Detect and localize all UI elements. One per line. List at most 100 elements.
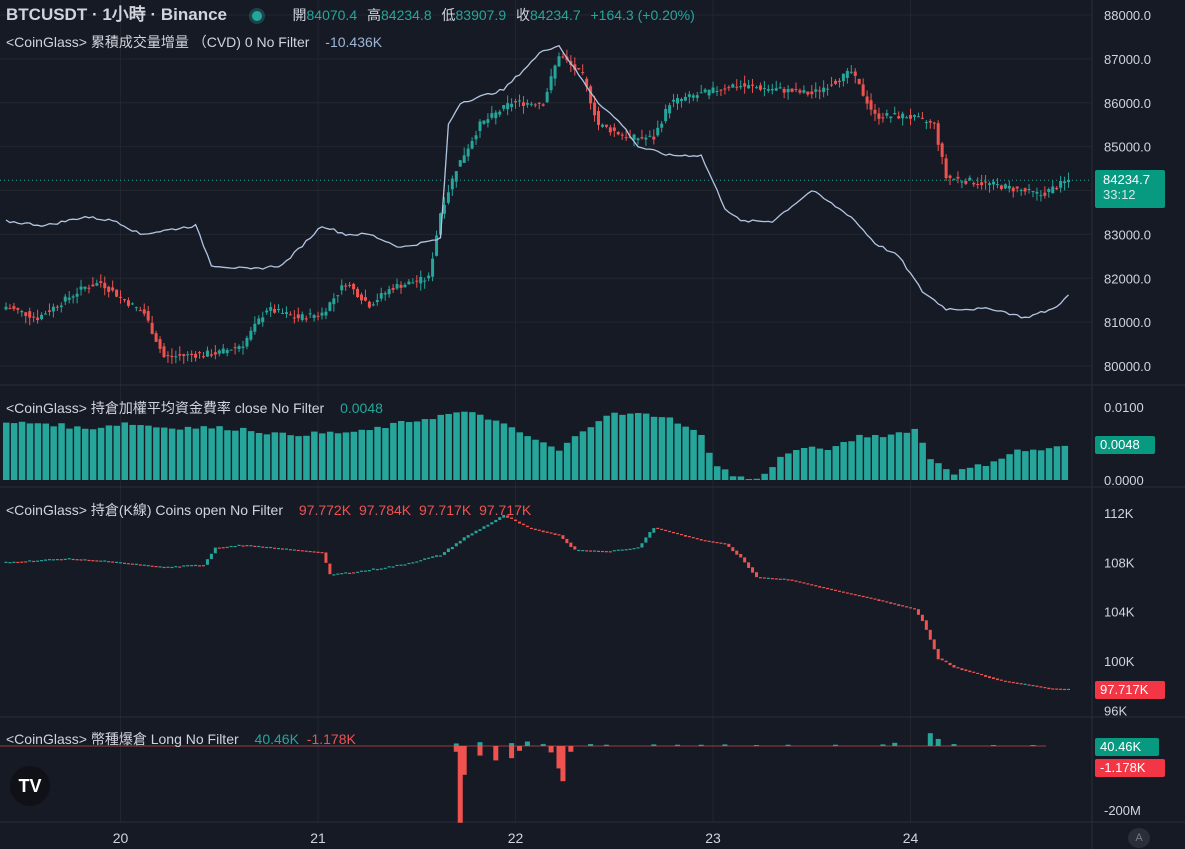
oi-candle-body xyxy=(794,580,798,582)
funding-bar xyxy=(587,427,595,480)
funding-bar xyxy=(303,435,310,480)
oi-candle-body xyxy=(158,566,162,568)
funding-legend[interactable]: <CoinGlass> 持倉加權平均資金費率 close No Filter 0… xyxy=(6,398,387,418)
funding-bar xyxy=(627,413,634,480)
funding-legend-name: <CoinGlass> 持倉加權平均資金費率 close No Filter xyxy=(6,400,325,416)
oi-candle-body xyxy=(12,561,16,563)
price-candle-body xyxy=(1031,191,1035,193)
funding-bar xyxy=(777,456,784,480)
oi-candle-body xyxy=(668,530,672,533)
funding-bar xyxy=(635,413,642,480)
oi-candle-body xyxy=(569,542,573,548)
price-candle-body xyxy=(510,103,514,108)
oi-candle-body xyxy=(798,581,802,583)
price-candle-body xyxy=(652,136,656,140)
oi-candle-body xyxy=(593,550,597,552)
price-candle-body xyxy=(857,78,861,85)
funding-bar xyxy=(168,428,176,480)
price-candle-body xyxy=(928,121,932,123)
oi-candle-body xyxy=(652,528,656,533)
auto-scale-button[interactable]: A xyxy=(1128,828,1150,848)
price-candle-body xyxy=(458,160,462,167)
price-candle-body xyxy=(221,348,225,354)
oi-axis-tick-label: 104K xyxy=(1104,605,1135,620)
price-candle-body xyxy=(660,123,664,128)
price-candle-body xyxy=(67,297,71,300)
oi-candle-body xyxy=(711,541,715,543)
price-axis-tick-label: 85000.0 xyxy=(1104,140,1151,155)
funding-bar xyxy=(137,425,144,480)
funding-bar xyxy=(326,431,334,480)
funding-bar xyxy=(484,419,492,480)
high-label: 高 xyxy=(367,7,381,23)
price-candle-body xyxy=(924,122,928,124)
funding-bar xyxy=(232,430,239,480)
price-candle-body xyxy=(514,101,518,103)
price-candle-body xyxy=(849,71,853,73)
oi-candle-body xyxy=(328,563,332,575)
funding-bar xyxy=(58,423,65,480)
price-candle-body xyxy=(166,355,170,357)
price-candle-body xyxy=(59,305,63,308)
funding-bar xyxy=(492,420,500,480)
oi-candle-body xyxy=(63,558,67,560)
price-candle-body xyxy=(1023,188,1027,192)
x-axis-tick-label: 22 xyxy=(508,830,524,846)
price-candle-body xyxy=(901,113,905,119)
oi-candle-body xyxy=(494,519,498,523)
oi-candle-body xyxy=(423,558,427,560)
price-candle-body xyxy=(853,71,857,76)
price-axis-tick-label: 87000.0 xyxy=(1104,52,1151,67)
price-candle-body xyxy=(55,306,59,308)
grid-lines xyxy=(0,0,1092,822)
oi-candle-body xyxy=(20,561,24,563)
oi-candle-body xyxy=(885,601,889,603)
oi-candle-body xyxy=(924,620,928,630)
oi-candle-body xyxy=(755,572,758,578)
oi-candle-body xyxy=(245,545,249,547)
oi-legend[interactable]: <CoinGlass> 持倉(K線) Coins open No Filter … xyxy=(6,500,535,520)
price-candle-body xyxy=(399,284,403,288)
funding-bar xyxy=(571,436,579,480)
oi-candle-body xyxy=(1031,685,1035,687)
oi-candle-body xyxy=(119,562,123,564)
funding-bar xyxy=(319,433,326,480)
oi-candle-body xyxy=(1063,688,1067,691)
liq-short-bar xyxy=(493,746,499,761)
oi-candle-body xyxy=(893,603,897,605)
funding-bar xyxy=(247,431,255,480)
oi-candle-body xyxy=(920,614,924,622)
liq-legend[interactable]: <CoinGlass> 幣種爆倉 Long No Filter 40.46K -… xyxy=(6,729,360,749)
symbol-title[interactable]: BTCUSDT · 1小時 · Binance xyxy=(6,5,228,24)
price-candle-body xyxy=(174,356,178,358)
price-candle-body xyxy=(142,309,146,314)
oi-candle-body xyxy=(24,561,28,563)
funding-bar xyxy=(911,428,918,480)
price-candle-body xyxy=(336,295,340,297)
price-candle-body xyxy=(490,113,494,118)
funding-bar xyxy=(358,429,365,480)
funding-bar xyxy=(3,422,10,480)
price-candle-body xyxy=(992,181,995,185)
oi-candle-body xyxy=(99,560,103,562)
oi-candle-body xyxy=(664,529,668,532)
oi-candle-body xyxy=(999,679,1003,681)
funding-bar xyxy=(208,428,215,480)
oi-candle-body xyxy=(16,561,20,564)
funding-bar xyxy=(279,432,286,480)
price-candle-body xyxy=(913,115,916,117)
price-candle-body xyxy=(656,127,660,136)
price-candle-body xyxy=(395,284,399,289)
oi-candle-body xyxy=(502,514,506,518)
price-candle-body xyxy=(478,121,482,131)
close-value: 84234.7 xyxy=(530,7,581,23)
cvd-legend[interactable]: <CoinGlass> 累積成交量增量 （CVD) 0 No Filter -1… xyxy=(6,32,386,52)
oi-candle-body xyxy=(8,562,12,564)
tradingview-logo-icon[interactable]: TV xyxy=(10,766,50,806)
oi-candle-body xyxy=(747,562,751,568)
price-candle-body xyxy=(561,56,565,58)
oi-candle-body xyxy=(490,522,494,525)
oi-candle-body xyxy=(877,599,881,602)
oi-candle-body xyxy=(340,573,344,575)
